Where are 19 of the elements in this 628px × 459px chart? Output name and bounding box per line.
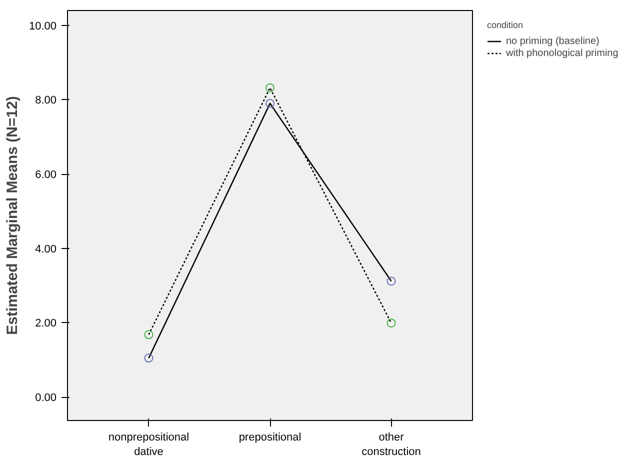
- y-tick-label: 2.00: [35, 318, 57, 330]
- x-tick-label: prepositional: [238, 432, 302, 444]
- legend-label: with phonological priming: [506, 47, 618, 59]
- point: [266, 83, 274, 92]
- x-tick-label: other construction: [362, 432, 421, 458]
- legend-label: no priming (baseline): [506, 35, 600, 47]
- x-tick-label: nonprepositional dative: [108, 432, 190, 458]
- point: [144, 354, 154, 363]
- point: [144, 330, 154, 340]
- y-tick-label: 6.00: [35, 169, 57, 182]
- point: [386, 318, 396, 328]
- y-tick-label: 10.00: [28, 20, 57, 32]
- y-tick-label: 0.00: [35, 392, 57, 404]
- point: [386, 276, 396, 286]
- y-tick-label: 8.00: [35, 94, 57, 107]
- y-axis-title: Estimated Marginal Means (N=12): [4, 96, 21, 335]
- legend-title: condition: [487, 20, 524, 30]
- y-tick-label: 4.00: [35, 243, 57, 256]
- point: [266, 98, 274, 108]
